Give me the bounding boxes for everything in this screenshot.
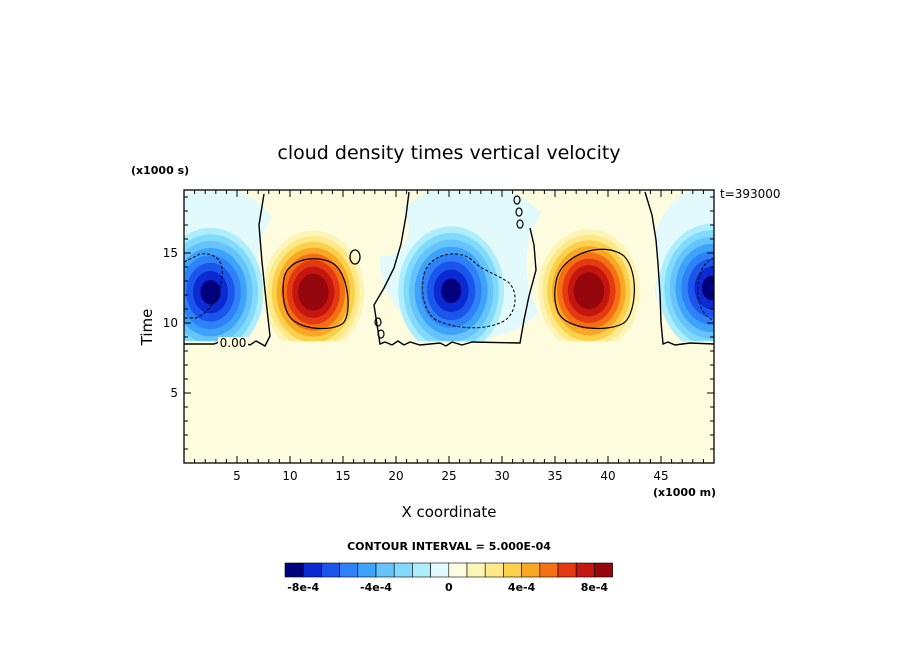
colorbar-tick-label: 0 [445,581,453,594]
zero-contour-line [373,191,537,347]
field-band [304,281,323,303]
colorbar-swatch [357,562,377,578]
y-tick-label: 5 [170,386,178,400]
colorbar-tick-label: -4e-4 [360,581,392,594]
time-stamp-label: t=393000 [720,187,781,201]
x-tick-label: 10 [282,469,297,483]
colorbar-swatch [539,562,559,578]
x-tick-label: 25 [441,469,456,483]
colorbar-swatch [339,562,359,578]
x-tick-label: 35 [547,469,562,483]
y-tick-label: 15 [163,246,178,260]
y-axis-label: Time [138,309,156,347]
zero-contour-line [515,207,523,217]
zero-contour-line [374,317,382,327]
colorbar-swatch [484,562,504,578]
field-band [200,279,221,305]
x-tick-labels: 5 10 15 20 25 30 35 40 45 [233,469,668,483]
colorbar-swatch [575,562,595,578]
zero-region [184,341,714,463]
negative-contour-line [183,253,223,319]
colorbar-swatch [466,562,486,578]
zero-contour-line [516,219,524,229]
x-tick-label: 15 [335,469,350,483]
colorbar [284,562,613,578]
field-band [580,280,598,302]
colorbar-swatch [521,562,541,578]
colorbar-swatch [412,562,431,578]
x-tick-label: 20 [388,469,403,483]
colorbar-swatch [393,562,413,578]
y-tick-labels: 5 10 15 [163,246,178,400]
positive-contour-line [282,258,349,330]
zero-contour-line [644,191,714,346]
zero-contour-line [377,329,385,339]
zero-label-background [218,337,248,349]
colorbar-tick-label: 8e-4 [581,581,609,594]
axis-ticks [184,190,714,463]
zero-contour-label: 0.00 [220,336,247,350]
zero-contour-line [513,195,521,205]
negative-contour-line [422,253,516,329]
contour-field [184,190,714,463]
x-tick-label: 45 [653,469,668,483]
colorbar-tick-label: -8e-4 [287,581,319,594]
colorbar-swatch [557,562,577,578]
colorbar-tick-label: 4e-4 [508,581,536,594]
contour-interval-label: CONTOUR INTERVAL = 5.000E-04 [347,540,551,553]
positive-contour-line [554,248,635,330]
colorbar-swatch [284,562,304,578]
x-tick-label: 30 [494,469,509,483]
plot-area: 0.00 [183,189,715,464]
colorbar-swatch [503,562,522,578]
field-band [701,275,714,301]
colorbar-swatch [302,562,322,578]
field-band [441,278,462,304]
negative-contour-line [697,257,715,321]
colorbar-swatch [321,562,340,578]
zero-contour-line [349,249,361,265]
colorbar-tick-labels: -8e-4 -4e-4 0 4e-4 8e-4 [287,581,608,594]
x-units-label: (x1000 m) [653,486,716,499]
y-units-label: (x1000 s) [131,164,189,177]
x-tick-label: 40 [600,469,615,483]
y-tick-label: 10 [163,316,178,330]
x-tick-label: 5 [233,469,241,483]
colorbar-swatch [375,562,395,578]
colorbar-swatch [430,562,450,578]
field-band [362,199,409,256]
colorbar-swatch [594,562,613,578]
chart-title: cloud density times vertical velocity [277,142,620,164]
x-axis-label: X coordinate [401,503,496,521]
colorbar-swatch [448,562,468,578]
